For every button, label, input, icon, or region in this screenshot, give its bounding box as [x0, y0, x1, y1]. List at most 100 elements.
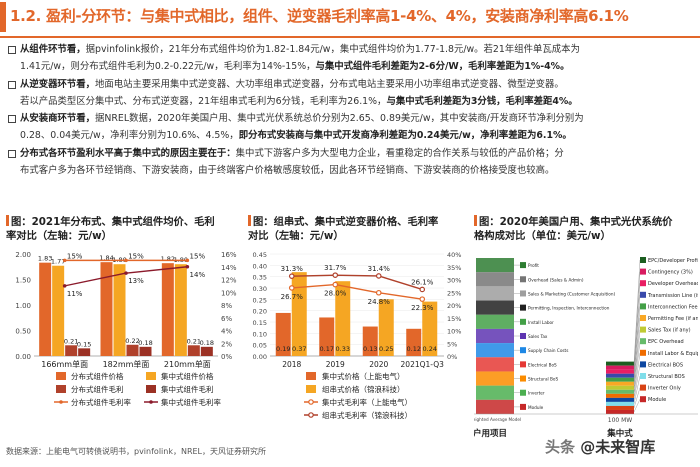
y-right-tick-label: 6% — [221, 315, 232, 323]
stack-segment — [476, 399, 514, 414]
line-point — [288, 285, 295, 291]
y-right-tick-label: 0% — [447, 353, 457, 361]
bar — [100, 262, 113, 356]
legend-label: Structural BoS — [528, 377, 558, 382]
watermark: 头条 @未来智库 — [545, 436, 655, 457]
legend-label: Overhead (Sales & Admin) — [528, 277, 584, 282]
y-right-tick-label: 8% — [221, 302, 232, 310]
line-point — [375, 273, 382, 279]
legend-label: 分布式组件毛利率 — [71, 397, 131, 407]
legend-label: EPC/Developer Profit — [648, 258, 698, 264]
line-point — [124, 271, 128, 275]
leader-line — [633, 306, 641, 380]
legend-swatch — [640, 326, 646, 333]
bar — [52, 265, 65, 356]
bar-value-label: 0.33 — [336, 345, 350, 353]
y-left-tick-label: 0.00 — [15, 353, 31, 361]
bullet-text: 若以产品类型区分集中式、分布式逆变器，21年组串式毛利为6分钱，毛利率为26.1… — [20, 95, 387, 107]
line-value-label: 24.8% — [368, 298, 391, 306]
x-sublabel: 100 MW — [608, 417, 633, 424]
stack-segment — [476, 371, 514, 386]
y-right-tick-label: 5% — [447, 340, 457, 348]
legend-label: Permitting Fee (if any) — [648, 316, 698, 322]
stack-segment — [606, 361, 634, 366]
y-right-tick-label: 35% — [447, 264, 461, 272]
chart1-title-line1: 图：2021年分布式、集中式组件均价、毛利 — [11, 216, 215, 228]
bullet-installer: 从安装商环节看，据NREL数据，2020年美国户用、集中式光伏系统总价分别为2.… — [6, 110, 696, 145]
stack-segment — [606, 389, 634, 394]
stack-segment — [476, 258, 514, 273]
x-tick-label: 2021Q1-Q3 — [401, 360, 445, 369]
legend-label: Electrical BOS — [648, 362, 683, 368]
legend-label: Module — [528, 405, 544, 410]
bar-value-label: 0.25 — [379, 345, 393, 353]
bar-value-label: 0.22 — [125, 337, 139, 345]
line-point — [124, 258, 128, 263]
legend-swatch — [520, 262, 526, 269]
bar-value-label: 0.19 — [276, 345, 290, 353]
bar — [378, 299, 394, 356]
y-left-tick-label: 0.25 — [253, 296, 267, 304]
legend-label: Sales Tax (if any) — [648, 328, 691, 334]
leader-line — [633, 329, 641, 388]
leader-line — [633, 317, 641, 384]
y-right-tick-label: 14% — [221, 264, 237, 272]
legend-label: Interconnection Fee — [648, 304, 698, 310]
x-category-label: 户用项目 — [474, 428, 507, 439]
title-accent — [6, 215, 9, 226]
bullet-module: 从组件环节看，据pvinfolink报价，21年分布式组件均价为1.82-1.8… — [6, 41, 696, 76]
bullet-text: 布式客户多为各环节经销商、下游安装商，由于终端客户价格敏感度较低，因此各环节经销… — [20, 165, 555, 177]
line-value-label: 15% — [128, 252, 144, 260]
legend-swatch — [520, 361, 526, 368]
legend-swatch — [640, 315, 646, 321]
line-value-label: 31.3% — [281, 265, 304, 273]
chart3-title: 图：2020年美国户用、集中式光伏系统价 格构成对比（单位：美元/w） — [474, 215, 698, 243]
bullet-lead: 从安装商环节看， — [20, 113, 96, 125]
bar — [406, 328, 422, 356]
bar-value-label: 0.21 — [64, 337, 78, 345]
y-right-tick-label: 40% — [447, 251, 461, 259]
bar — [200, 346, 213, 356]
stack-segment — [476, 286, 514, 301]
line-point — [332, 281, 339, 288]
chart2-title-line2: 对比（左轴：元/w） — [248, 230, 344, 242]
y-right-tick-label: 4% — [221, 328, 232, 336]
bar — [65, 345, 78, 356]
bar — [78, 348, 91, 356]
legend-swatch — [520, 375, 526, 382]
legend-swatch — [56, 385, 66, 393]
bar-value-label: 1.83 — [38, 255, 52, 263]
legend-swatch — [56, 372, 66, 380]
y-right-tick-label: 10% — [447, 328, 461, 336]
bar-value-label: 1.82 — [161, 255, 175, 263]
bullet-square-icon — [8, 115, 16, 124]
stack-segment — [606, 401, 634, 406]
stack-segment — [606, 405, 634, 410]
bullet-inverter: 从逆变器环节看，地面电站主要采用集中式逆变器、大功率组串式逆变器，分布式电站主要… — [6, 76, 696, 111]
bullet-text: 据pvinfolink报价，21年分布式组件均价为1.82-1.84元/w，集中… — [85, 44, 580, 55]
bullet-list: 从组件环节看，据pvinfolink报价，21年分布式组件均价为1.82-1.8… — [6, 41, 696, 179]
line-point — [62, 284, 67, 288]
legend-swatch — [520, 333, 526, 339]
bar-value-label: 0.15 — [77, 340, 91, 348]
line-point — [185, 264, 190, 269]
legend-label: Install Labor — [528, 320, 554, 325]
line-value-label: 15% — [190, 252, 206, 260]
bar — [335, 281, 351, 356]
legend-label: Sales & Marketing (Customer Acquisition) — [528, 291, 616, 296]
legend-label: 组串式毛利率（锦浪科技） — [322, 410, 412, 420]
legend-label: 组串式价格（锦浪科技） — [322, 384, 405, 394]
title-accent — [0, 2, 6, 32]
line-point — [288, 273, 295, 279]
legend-label: Transmission Line (if any) — [647, 293, 698, 299]
x-tick-label: 182mm单面 — [103, 359, 150, 369]
y-right-tick-label: 0% — [221, 353, 232, 361]
x-sublabel: Weighted Average Model — [474, 417, 521, 422]
legend-label: Contingency (3%) — [648, 270, 693, 276]
x-tick-label: 210mm单面 — [164, 359, 211, 369]
legend-swatch — [640, 349, 646, 356]
legend-swatch — [306, 372, 316, 380]
legend-label: Module — [648, 397, 666, 403]
stack-segment — [476, 343, 514, 358]
watermark-prefix: 头条 — [545, 438, 581, 456]
